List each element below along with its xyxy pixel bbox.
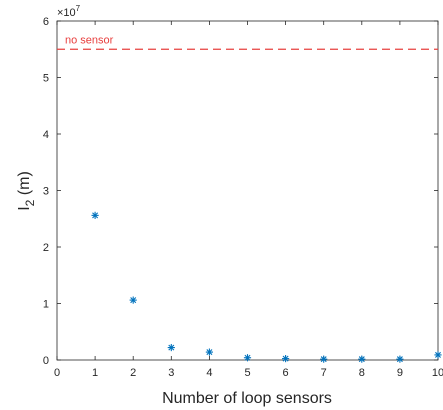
plot-area (56, 20, 439, 361)
data-point (205, 348, 213, 356)
data-point (358, 355, 366, 363)
x-tick-label: 2 (130, 367, 136, 379)
data-point (396, 355, 404, 363)
data-point (320, 355, 328, 363)
x-tick-label: 3 (168, 367, 174, 379)
x-tick-label: 4 (206, 367, 212, 379)
x-tick-label: 1 (92, 367, 98, 379)
data-point (434, 351, 442, 359)
y-axis-label-main: I (16, 206, 33, 210)
x-tick-label: 0 (54, 367, 60, 379)
data-point (282, 354, 290, 363)
data-points (91, 211, 442, 363)
y-tick-label: 6 (43, 16, 49, 28)
y-axis-exponent-power: 7 (76, 4, 81, 13)
data-point (243, 354, 252, 362)
y-axis-label-unit: (m) (16, 171, 33, 199)
x-tick-label: 7 (321, 367, 327, 379)
y-tick-label: 5 (43, 73, 49, 85)
no-sensor-label: no sensor (65, 34, 114, 46)
y-axis-label: I2 (m) (16, 171, 37, 211)
x-axis-label: Number of loop sensors (162, 390, 332, 407)
data-point (167, 343, 175, 352)
data-point (129, 296, 137, 304)
y-tick-label: 4 (43, 129, 49, 141)
y-tick-label: 3 (43, 186, 49, 198)
y-axis-exponent: ×107 (57, 4, 81, 19)
x-tick-label: 5 (244, 367, 250, 379)
x-tick-label: 10 (432, 367, 443, 379)
y-axis-label-subscript: 2 (23, 199, 37, 206)
y-tick-label: 1 (43, 299, 49, 311)
y-tick-label: 2 (43, 242, 49, 254)
y-axis: 0 1 2 3 4 5 6 (43, 16, 438, 367)
y-tick-label: 0 (43, 355, 49, 367)
x-tick-label: 9 (397, 367, 403, 379)
x-tick-label: 6 (283, 367, 289, 379)
data-point (91, 211, 99, 219)
x-tick-label: 8 (359, 367, 365, 379)
